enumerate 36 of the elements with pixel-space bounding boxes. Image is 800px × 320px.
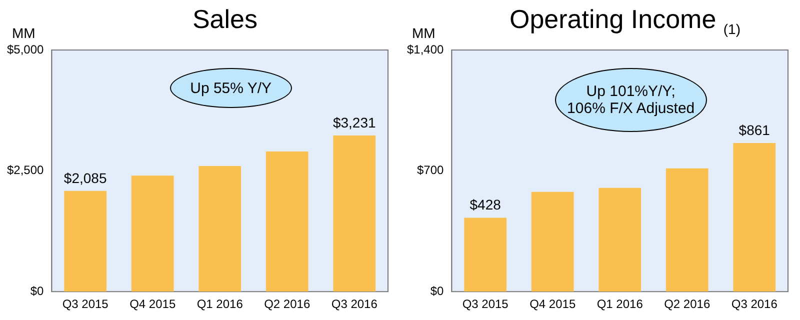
x-tick-label: Q2 2016: [264, 297, 310, 312]
x-tick-label: Q3 2016: [731, 297, 778, 312]
y-tick-label: $700: [417, 163, 444, 178]
bar: [666, 168, 708, 292]
annotation: Up 101%Y/Y; 106% F/X Adjusted: [554, 68, 707, 132]
bar: [64, 190, 107, 292]
y-tick-label: $0: [30, 284, 44, 298]
bar: [198, 166, 242, 292]
bar: [531, 192, 574, 292]
y-tick-label: $0: [430, 284, 444, 298]
bar: [598, 188, 642, 292]
x-tick-label: Q4 2015: [130, 297, 176, 312]
chart-title: Operating Income $_{(1)}$: [508, 4, 742, 38]
y-tick-label: $2,500: [7, 163, 44, 178]
annotation: Up 55% Y/Y: [170, 68, 292, 108]
data-label: $861: [738, 122, 770, 138]
chart-title: Sales: [191, 4, 259, 35]
x-tick-label: Q3 2016: [331, 297, 378, 312]
bar: [266, 151, 308, 292]
x-tick-label: Q3 2015: [462, 297, 509, 312]
y-tick-label: $1,400: [407, 42, 444, 56]
y-tick-label: $5,000: [7, 42, 44, 56]
data-label: $3,231: [332, 114, 376, 130]
data-label: $2,085: [64, 170, 107, 186]
bar: [733, 143, 776, 292]
y-axis-title: MM: [12, 25, 36, 41]
x-tick-label: Q4 2015: [530, 297, 576, 312]
x-tick-label: Q1 2016: [196, 297, 244, 312]
x-tick-label: Q3 2015: [62, 297, 109, 312]
x-tick-label: Q1 2016: [596, 297, 644, 312]
bar: [464, 218, 507, 292]
x-tick-label: Q2 2016: [664, 297, 710, 312]
data-label: $428: [470, 196, 502, 213]
bar: [131, 176, 174, 292]
y-axis-title: MM: [412, 25, 436, 41]
bar: [333, 135, 376, 292]
